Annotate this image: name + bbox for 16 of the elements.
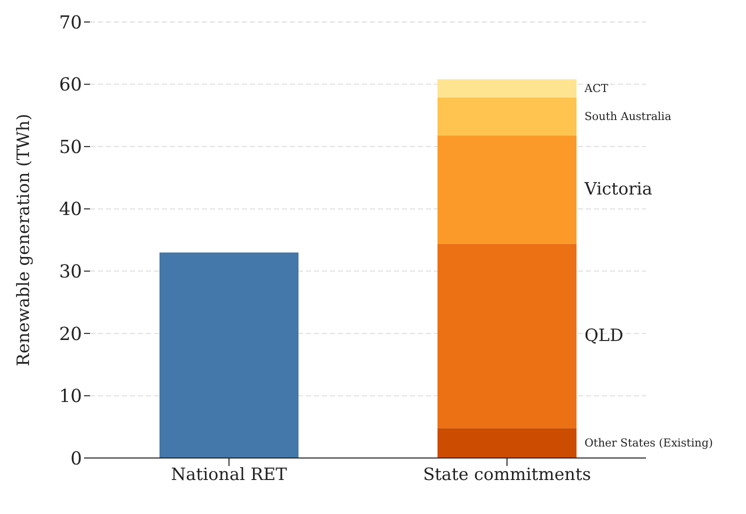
x-tick-label: National RET bbox=[171, 465, 288, 486]
y-tick-label: 70 bbox=[59, 12, 82, 34]
series-label: South Australia bbox=[584, 110, 672, 123]
series-label: Other States (Existing) bbox=[584, 436, 713, 450]
series-label: Victoria bbox=[584, 180, 652, 200]
y-tick-label: 30 bbox=[59, 262, 82, 283]
x-tick-label: State commitments bbox=[423, 465, 591, 486]
series-label: QLD bbox=[584, 326, 624, 346]
y-tick-label: 60 bbox=[59, 74, 82, 96]
series-label: ACT bbox=[584, 82, 609, 95]
y-tick-label: 0 bbox=[70, 448, 82, 470]
y-tick-label: 10 bbox=[59, 386, 82, 408]
y-tick-label: 50 bbox=[59, 136, 82, 158]
y-axis-title: Renewable generation (TWh) bbox=[14, 114, 34, 366]
y-tick-label: 20 bbox=[59, 324, 82, 345]
y-tick-label: 40 bbox=[59, 199, 82, 220]
